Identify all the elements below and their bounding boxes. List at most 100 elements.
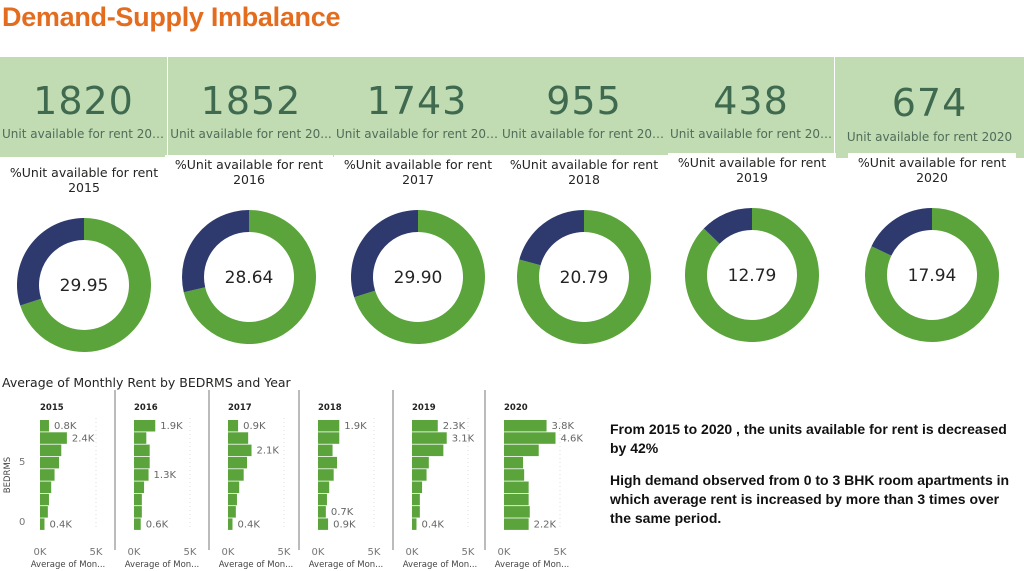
x-axis-title: Average of Mon... — [403, 560, 478, 570]
bar-bedrms-2[interactable] — [228, 493, 237, 506]
bar-bedrms-6[interactable] — [40, 444, 62, 457]
bar-bedrms-5[interactable] — [134, 456, 150, 469]
donut-slice-remaining[interactable] — [183, 210, 316, 344]
bar-bedrms-7[interactable] — [228, 432, 249, 444]
kpi-card-2016[interactable]: 1852 Unit available for rent 20... — [168, 57, 334, 157]
bar-bedrms-3[interactable] — [504, 481, 529, 494]
bar-bedrms-6[interactable] — [134, 444, 150, 457]
bar-bedrms-4[interactable] — [318, 469, 334, 481]
donut-center-value: 20.79 — [560, 268, 609, 288]
bar-bedrms-6[interactable] — [228, 444, 252, 457]
bar-bedrms-8[interactable] — [228, 420, 239, 432]
bar-bedrms-7[interactable] — [40, 432, 67, 444]
kpi-card-2015[interactable]: 1820 Unit available for rent 2015 — [0, 57, 167, 157]
bar-bedrms-1[interactable] — [40, 506, 48, 518]
bar-bedrms-1[interactable] — [318, 506, 326, 518]
kpi-card-2018[interactable]: 955 Unit available for rent 2018 — [500, 57, 668, 157]
bar-bedrms-0[interactable] — [412, 518, 417, 530]
page-title: Demand-Supply Imbalance — [2, 2, 341, 32]
bar-bedrms-2[interactable] — [40, 493, 49, 506]
bar-bedrms-3[interactable] — [318, 481, 330, 494]
kpi-value: 1820 — [33, 79, 134, 123]
x-axis-title: Average of Mon... — [309, 560, 384, 570]
bar-bedrms-4[interactable] — [504, 469, 525, 481]
bar-bedrms-8[interactable] — [134, 420, 156, 432]
bar-bedrms-3[interactable] — [228, 481, 240, 494]
donut-slice-available[interactable] — [703, 208, 752, 244]
donut-slice-remaining[interactable] — [865, 208, 999, 342]
bar-bedrms-1[interactable] — [228, 506, 236, 518]
bar-bedrms-8[interactable] — [504, 420, 547, 432]
bar-bedrms-2[interactable] — [318, 493, 327, 506]
bar-bedrms-8[interactable] — [318, 420, 340, 432]
bar-panel-2015: 2015 0.8K2.4K 0.4K 0K 5K Average of Mon... — [31, 403, 106, 570]
x-tick-label: 5K — [184, 547, 197, 558]
x-tick-label: 5K — [554, 547, 567, 558]
bar-bedrms-0[interactable] — [228, 518, 233, 530]
bar-bedrms-8[interactable] — [40, 420, 49, 432]
bar-bedrms-3[interactable] — [40, 481, 52, 494]
bar-chart-small-multiples[interactable]: BEDRMS 5 0 2015 0.8K2.4K 0.4K 0K 5K Average of M… — [0, 390, 600, 571]
kpi-card-2017[interactable]: 1743 Unit available for rent 2017 — [334, 57, 500, 157]
bar-bedrms-0[interactable] — [318, 518, 329, 530]
donut-panel-2015[interactable]: %Unit available for rent 2015 29.95 — [0, 163, 168, 375]
bar-bedrms-2[interactable] — [412, 493, 420, 506]
donut-panel-2016[interactable]: %Unit available for rent 2016 28.64 — [165, 155, 333, 367]
donut-slice-remaining[interactable] — [20, 218, 151, 352]
bar-bedrms-5[interactable] — [318, 456, 338, 469]
bar-bedrms-6[interactable] — [318, 444, 333, 457]
bar-bedrms-3[interactable] — [412, 481, 423, 494]
bar-bedrms-1[interactable] — [504, 506, 530, 518]
donut-panel-2019[interactable]: %Unit available for rent 2019 12.79 — [668, 153, 836, 365]
bar-bedrms-4[interactable] — [40, 469, 55, 481]
bar-bedrms-8[interactable] — [412, 420, 438, 432]
bar-bedrms-0[interactable] — [40, 518, 45, 530]
bar-bedrms-4[interactable] — [228, 469, 244, 481]
bar-bedrms-1[interactable] — [412, 506, 420, 518]
bar-bedrms-1[interactable] — [134, 506, 142, 518]
donut-slice-available[interactable] — [351, 210, 418, 298]
donut-slice-available[interactable] — [16, 218, 84, 306]
bar-bedrms-0[interactable] — [134, 518, 141, 530]
donut-slice-available[interactable] — [519, 210, 584, 266]
bar-bedrms-3[interactable] — [134, 481, 145, 494]
bar-bedrms-2[interactable] — [504, 493, 529, 506]
bar-bedrms-5[interactable] — [40, 456, 60, 469]
bar-chart-title: Average of Monthly Rent by BEDRMS and Ye… — [2, 375, 291, 390]
donut-slice-available[interactable] — [871, 208, 932, 256]
bar-bedrms-5[interactable] — [412, 456, 429, 469]
bar-bedrms-7[interactable] — [504, 432, 556, 444]
bar-bedrms-4[interactable] — [134, 469, 149, 481]
x-tick-label: 5K — [462, 547, 475, 558]
bar-bedrms-5[interactable] — [228, 456, 248, 469]
bar-bedrms-2[interactable] — [134, 493, 142, 506]
kpi-label: Unit available for rent 2019 — [670, 127, 832, 141]
kpi-value: 955 — [546, 79, 622, 123]
bar-bedrms-7[interactable] — [134, 432, 147, 444]
bar-bedrms-6[interactable] — [412, 444, 444, 457]
donut-center-value: 29.90 — [394, 268, 443, 288]
donut-slice-remaining[interactable] — [354, 210, 485, 344]
donut-chart: 28.64 — [182, 210, 316, 344]
donut-slice-available[interactable] — [182, 210, 249, 293]
bar-bedrms-7[interactable] — [318, 432, 340, 444]
bar-bedrms-0[interactable] — [504, 518, 529, 530]
donut-title: %Unit available for rent 2017 — [334, 155, 502, 187]
kpi-label: Unit available for rent 20... — [170, 127, 332, 141]
donut-panel-2017[interactable]: %Unit available for rent 2017 29.90 — [334, 155, 502, 367]
bar-bedrms-5[interactable] — [504, 456, 524, 469]
bar-bedrms-4[interactable] — [412, 469, 427, 481]
bar-bedrms-7[interactable] — [412, 432, 447, 444]
kpi-card-2019[interactable]: 438 Unit available for rent 2019 — [668, 57, 834, 157]
donut-slice-remaining[interactable] — [517, 210, 651, 344]
bar-bedrms-6[interactable] — [504, 444, 539, 457]
donut-panel-2020[interactable]: %Unit available for rent 2020 17.94 — [848, 153, 1016, 365]
donut-panel-2018[interactable]: %Unit available for rent 2018 20.79 — [500, 155, 668, 367]
donut-title-line1: %Unit available for rent — [857, 155, 1007, 170]
donut-title-line2: 2016 — [233, 172, 265, 187]
donut-slice-remaining[interactable] — [685, 208, 819, 342]
kpi-card-2020[interactable]: 674 Unit available for rent 2020 — [835, 57, 1024, 158]
panel-year-label: 2020 — [504, 403, 528, 413]
